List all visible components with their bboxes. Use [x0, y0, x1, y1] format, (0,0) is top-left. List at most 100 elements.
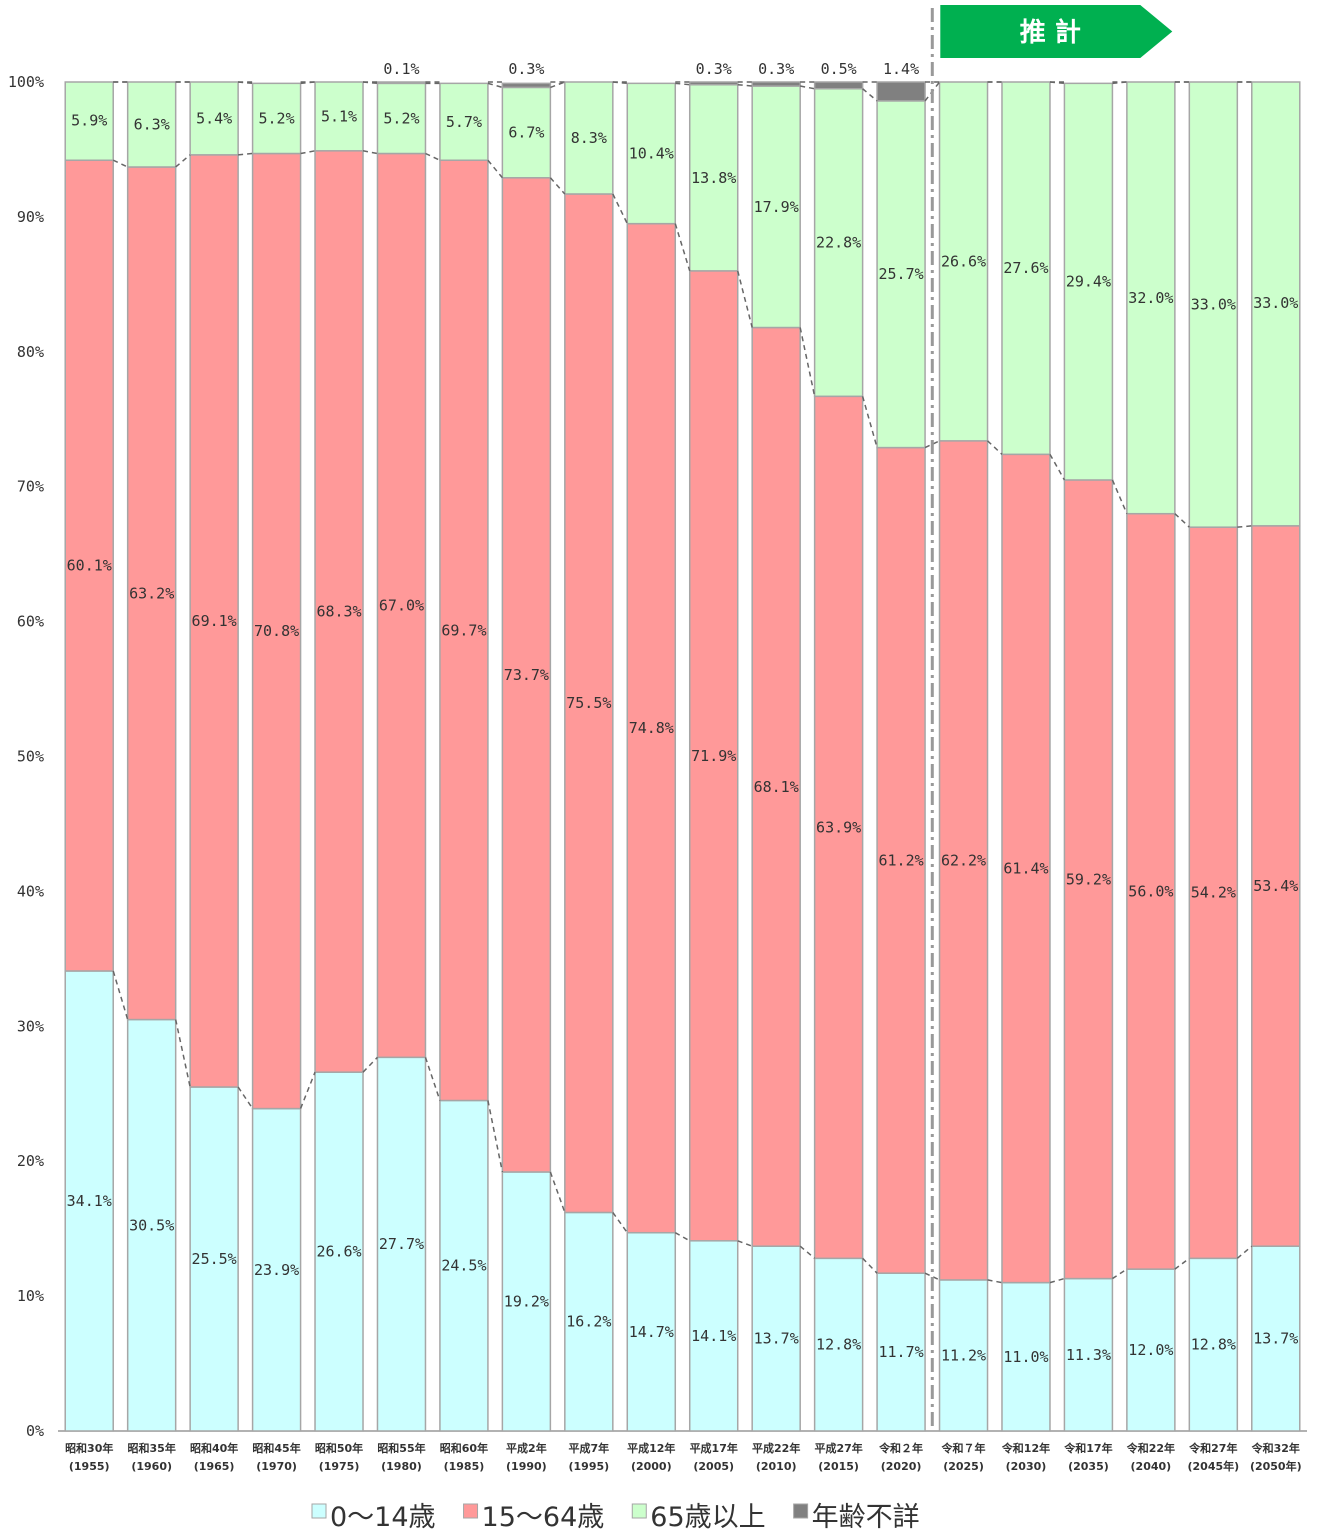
data-label: 12.8% [816, 1336, 861, 1354]
data-label: 14.1% [691, 1327, 736, 1345]
data-label: 74.8% [629, 719, 674, 737]
legend-label: 年齢不詳 [812, 1502, 920, 1530]
bar-segment [688, 81, 739, 86]
bar-segment [501, 177, 552, 1173]
series-connector-line [487, 82, 503, 89]
bar-segment [126, 166, 177, 1021]
x-tick-label-era: 平成7年 [568, 1441, 609, 1455]
x-tick-label-era: 昭和35年 [128, 1441, 176, 1455]
x-tick-label-era: 平成12年 [627, 1441, 675, 1455]
series-connector-line [238, 152, 253, 156]
data-label: 71.9% [691, 747, 736, 765]
bar-segment [688, 1240, 739, 1432]
x-tick-label-era: 令和32年 [1251, 1441, 1300, 1455]
bar-segment [314, 150, 364, 1073]
bar-segment [813, 81, 864, 90]
data-label: 8.3% [571, 129, 607, 147]
x-tick-label-year: (1985) [444, 1460, 485, 1473]
projection-label: 推 計 [1020, 17, 1081, 48]
bar-segment [564, 193, 614, 1214]
x-tick-label-era: 昭和50年 [315, 1441, 363, 1455]
data-label: 61.4% [1003, 859, 1048, 877]
x-tick-label-year: (2030) [1006, 1460, 1047, 1473]
bar-segment [564, 81, 614, 195]
series-connector-line [799, 1245, 816, 1259]
data-label: 68.3% [316, 602, 361, 620]
series-connector-line [1049, 453, 1066, 481]
x-tick-label-year: (2040) [1131, 1460, 1172, 1473]
data-label: 73.7% [504, 666, 549, 684]
bar-segment [1251, 1245, 1301, 1432]
bar-segment [189, 81, 239, 156]
data-label: 62.2% [941, 851, 986, 869]
data-label: 5.1% [321, 107, 357, 125]
data-label: 12.8% [1191, 1336, 1236, 1354]
data-label: 25.5% [192, 1250, 237, 1268]
bar-segment [626, 1231, 677, 1432]
x-tick-label-era: 昭和30年 [65, 1441, 113, 1455]
data-label: 11.0% [1003, 1348, 1048, 1366]
bar-segment [938, 1279, 989, 1432]
bar-segment [1063, 1277, 1114, 1432]
series-connector-line [612, 193, 628, 224]
x-tick-label-year: (1980) [381, 1460, 422, 1473]
bar-segment [876, 81, 926, 102]
series-connector-line [299, 1071, 316, 1109]
data-label: 54.2% [1191, 884, 1236, 902]
series-connector-line [924, 1272, 940, 1281]
x-tick-label-year: (2025) [943, 1460, 984, 1473]
data-label: 29.4% [1066, 273, 1111, 291]
y-tick-label: 20% [17, 1152, 44, 1170]
series-connector-line [675, 82, 690, 86]
series-connector-line [362, 150, 378, 155]
data-label: 22.8% [816, 234, 861, 252]
legend-label: 0～14歳 [330, 1502, 436, 1530]
series-connector-line [862, 88, 878, 102]
legend-label: 65歳以上 [650, 1502, 765, 1530]
data-label: 34.1% [67, 1192, 112, 1210]
bar-segment [876, 1272, 926, 1432]
series-connector-line [487, 159, 503, 179]
bar-segment [938, 81, 989, 442]
series-connector-line [674, 1232, 691, 1242]
x-tick-label-year: (2000) [631, 1460, 672, 1473]
x-tick-label-era: 平成17年 [690, 1441, 738, 1455]
bar-segment [751, 81, 801, 87]
legend-swatch [463, 1503, 479, 1519]
x-tick-label-era: 令和27年 [1188, 1441, 1237, 1455]
data-label: 27.6% [1003, 259, 1048, 277]
y-tick-label: 80% [17, 343, 44, 361]
series-connector-line [1236, 1245, 1253, 1259]
bar-segment [876, 100, 926, 449]
series-connector-line [674, 223, 691, 272]
bar-segment [1001, 453, 1051, 1284]
series-connector-line [987, 1279, 1003, 1284]
data-label: 6.7% [508, 124, 544, 142]
series-connector-line [112, 970, 129, 1020]
data-label: 5.2% [259, 109, 295, 127]
data-label: 23.9% [254, 1261, 299, 1279]
x-tick-label-year: (1975) [319, 1460, 360, 1473]
bar-segment [376, 1056, 427, 1432]
legend-label: 15～64歳 [482, 1502, 605, 1530]
bar-segment [1188, 81, 1239, 528]
bar-segment [1188, 1257, 1239, 1432]
bar-segment [126, 1018, 177, 1432]
data-label: 33.0% [1253, 294, 1298, 312]
series-connector-line [1174, 513, 1190, 528]
series-connector-line [1111, 479, 1128, 514]
data-label: 10.4% [629, 144, 674, 162]
y-tick-label: 70% [17, 478, 44, 496]
x-tick-label-era: 平成22年 [752, 1441, 800, 1455]
x-tick-label-year: (1960) [131, 1460, 172, 1473]
data-label: 0.1% [383, 60, 419, 78]
bar-segment [501, 1171, 552, 1432]
series-connector-line [425, 152, 441, 161]
bar-segment [1001, 81, 1051, 456]
y-tick-label: 60% [17, 613, 44, 631]
data-label: 60.1% [67, 557, 112, 575]
data-label: 5.2% [383, 109, 419, 127]
x-tick-label-era: 平成27年 [814, 1441, 862, 1455]
bar-segment [1001, 1281, 1051, 1432]
data-label: 11.2% [941, 1346, 986, 1364]
